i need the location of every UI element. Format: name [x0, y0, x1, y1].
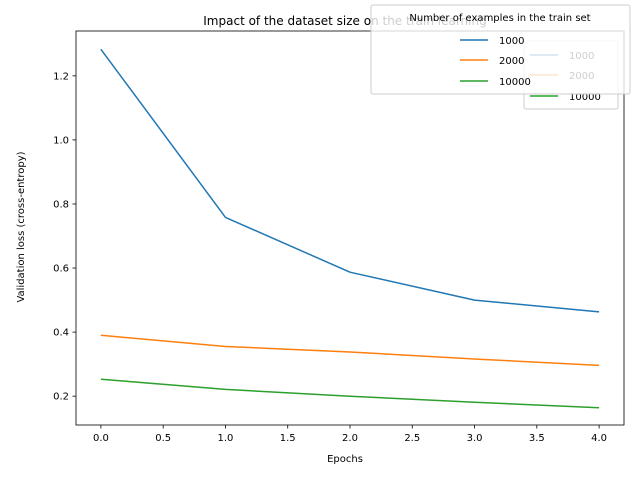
x-axis-label: Epochs [327, 454, 363, 465]
legend-outer-title: Number of examples in the train set [409, 13, 590, 24]
y-tick-label: 0.4 [53, 328, 69, 339]
legend-outer-label-10000: 10000 [499, 77, 531, 88]
legend-outer-frame [370, 4, 631, 95]
y-tick-label: 0.8 [53, 199, 69, 210]
plot-area [100, 48, 600, 409]
x-tick-label: 1.0 [218, 433, 234, 444]
y-tick-label: 0.2 [53, 392, 69, 403]
legend-outer-label-2000: 2000 [499, 56, 524, 67]
axes-frame [75, 30, 625, 426]
x-tick-label: 4.0 [591, 433, 607, 444]
x-axis: 0.0 0.5 1.0 1.5 2.0 2.5 3.0 3.5 4.0 [93, 425, 607, 444]
y-tick-label: 0.6 [53, 264, 69, 275]
x-tick-label: 2.0 [342, 433, 358, 444]
y-tick-label: 1.2 [53, 71, 69, 82]
legend-inner-label-10000: 10000 [569, 92, 601, 103]
legend-outer-label-1000: 1000 [499, 36, 524, 47]
x-tick-label: 1.5 [280, 433, 296, 444]
x-tick-label: 2.5 [404, 433, 420, 444]
y-axis-label: Validation loss (cross-entropy) [16, 151, 27, 302]
x-tick-label: 0.5 [155, 433, 171, 444]
x-tick-label: 3.0 [467, 433, 483, 444]
series-line-2000 [100, 334, 600, 367]
y-axis: 0.2 0.4 0.6 0.8 1.0 1.2 [53, 71, 76, 403]
series-line-10000 [100, 378, 600, 409]
legend-outer: Number of examples in the train set 1000… [370, 4, 631, 95]
x-tick-label: 0.0 [93, 433, 109, 444]
y-tick-label: 1.0 [53, 135, 69, 146]
series-line-1000 [100, 48, 600, 313]
x-tick-label: 3.5 [529, 433, 545, 444]
